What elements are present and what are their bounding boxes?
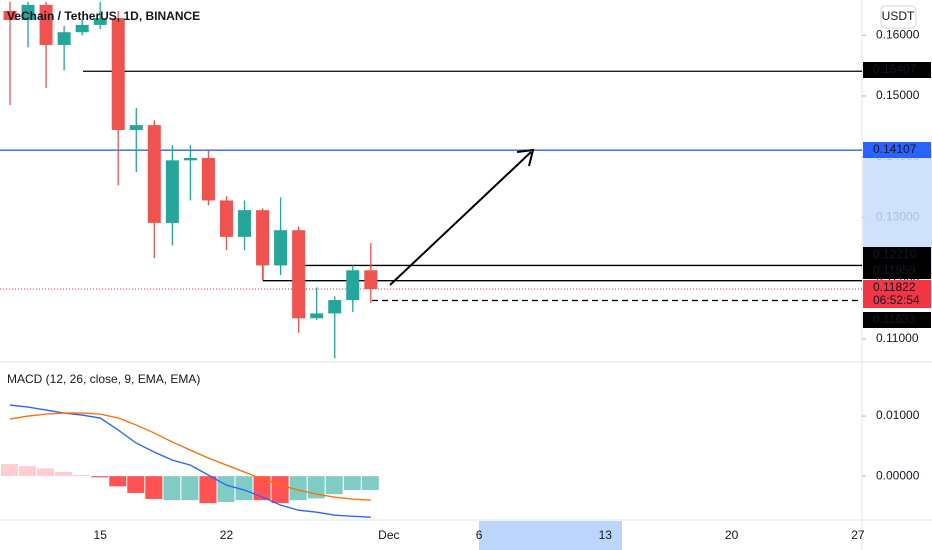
- currency-label[interactable]: USDT: [882, 9, 915, 23]
- histogram-bar: [271, 476, 289, 504]
- histogram-bar: [289, 476, 307, 501]
- histogram-bar: [127, 476, 145, 493]
- x-tick-label: 27: [851, 528, 865, 542]
- price-label-box: [863, 142, 931, 158]
- candle-body: [183, 157, 197, 161]
- price-label: 0.11822: [873, 280, 916, 294]
- candle-body: [274, 230, 288, 266]
- candle-body: [111, 18, 125, 130]
- candle-body: [75, 24, 89, 33]
- histogram-bar: [73, 474, 91, 477]
- candle-body: [165, 160, 179, 223]
- histogram-bar: [19, 466, 37, 477]
- candle-body: [57, 32, 71, 45]
- histogram-bar: [181, 476, 199, 501]
- candle-body: [292, 230, 306, 319]
- x-tick-label: 13: [599, 528, 613, 542]
- x-tick-label: 22: [220, 528, 234, 542]
- y-tick-label: 0.16000: [876, 27, 920, 41]
- price-label-box: [863, 263, 931, 279]
- price-label-box: [863, 280, 931, 308]
- histogram-bar: [361, 476, 379, 490]
- histogram-bar: [163, 476, 181, 501]
- y-tick-label: 0.15000: [876, 88, 920, 102]
- histogram-bar: [235, 476, 253, 501]
- candle-body: [256, 210, 270, 266]
- price-label-box: [863, 312, 931, 328]
- histogram-bar: [91, 476, 109, 478]
- y-tick-label: 0.11000: [876, 331, 919, 345]
- chart-title: VeChain / TetherUS, 1D, BINANCE: [7, 9, 200, 23]
- candle-body: [201, 157, 215, 201]
- candle-body: [39, 4, 53, 45]
- price-label-box: [863, 247, 931, 263]
- histogram-bar: [109, 476, 127, 487]
- histogram-bar: [145, 476, 163, 499]
- candle-body: [21, 4, 35, 21]
- candle-body: [93, 18, 107, 25]
- date-range-highlight: [479, 521, 622, 550]
- x-tick-label: Dec: [378, 528, 399, 542]
- histogram-bar: [253, 476, 271, 501]
- price-label: 0.15407: [873, 62, 917, 76]
- y-tick-label: 0.00000: [876, 468, 920, 482]
- arrow: [389, 151, 532, 286]
- candle-body: [238, 210, 252, 237]
- countdown-label: 06:52:54: [873, 293, 920, 307]
- x-tick-label: 20: [725, 528, 739, 542]
- x-tick-label: 6: [476, 528, 483, 542]
- y-tick-label: 0.01000: [876, 408, 920, 422]
- candle-body: [3, 10, 17, 21]
- candle-body: [310, 313, 324, 319]
- currency-button[interactable]: [880, 5, 917, 29]
- candle-body: [346, 270, 360, 301]
- histogram-bar: [343, 476, 361, 490]
- price-label: 0.14107: [873, 142, 917, 156]
- candle-body: [328, 300, 342, 314]
- price-label-box: [863, 62, 931, 78]
- price-labels: 0.15407 0.14107 0.12210 0.11959 0.1182206:52…: [863, 62, 931, 328]
- x-tick-label: 15: [94, 528, 108, 542]
- price-label: 0.11633: [873, 312, 916, 326]
- histogram-bar: [217, 476, 235, 502]
- candle-body: [147, 125, 161, 223]
- candle-body: [364, 270, 378, 289]
- candle-body: [129, 125, 143, 130]
- macd-line: [9, 412, 371, 501]
- histogram-bar: [37, 468, 55, 477]
- macd-line: [9, 404, 371, 518]
- price-label: 0.11959: [873, 263, 916, 277]
- histogram-bar: [1, 464, 18, 477]
- arrow-head: [516, 148, 535, 167]
- macd-title: MACD (12, 26, close, 9, EMA, EMA): [7, 372, 200, 386]
- histogram-bar: [199, 476, 217, 504]
- candle-body: [219, 200, 233, 237]
- price-label: 0.12210: [873, 247, 917, 261]
- histogram-bar: [325, 476, 343, 495]
- histogram-bar: [55, 471, 73, 477]
